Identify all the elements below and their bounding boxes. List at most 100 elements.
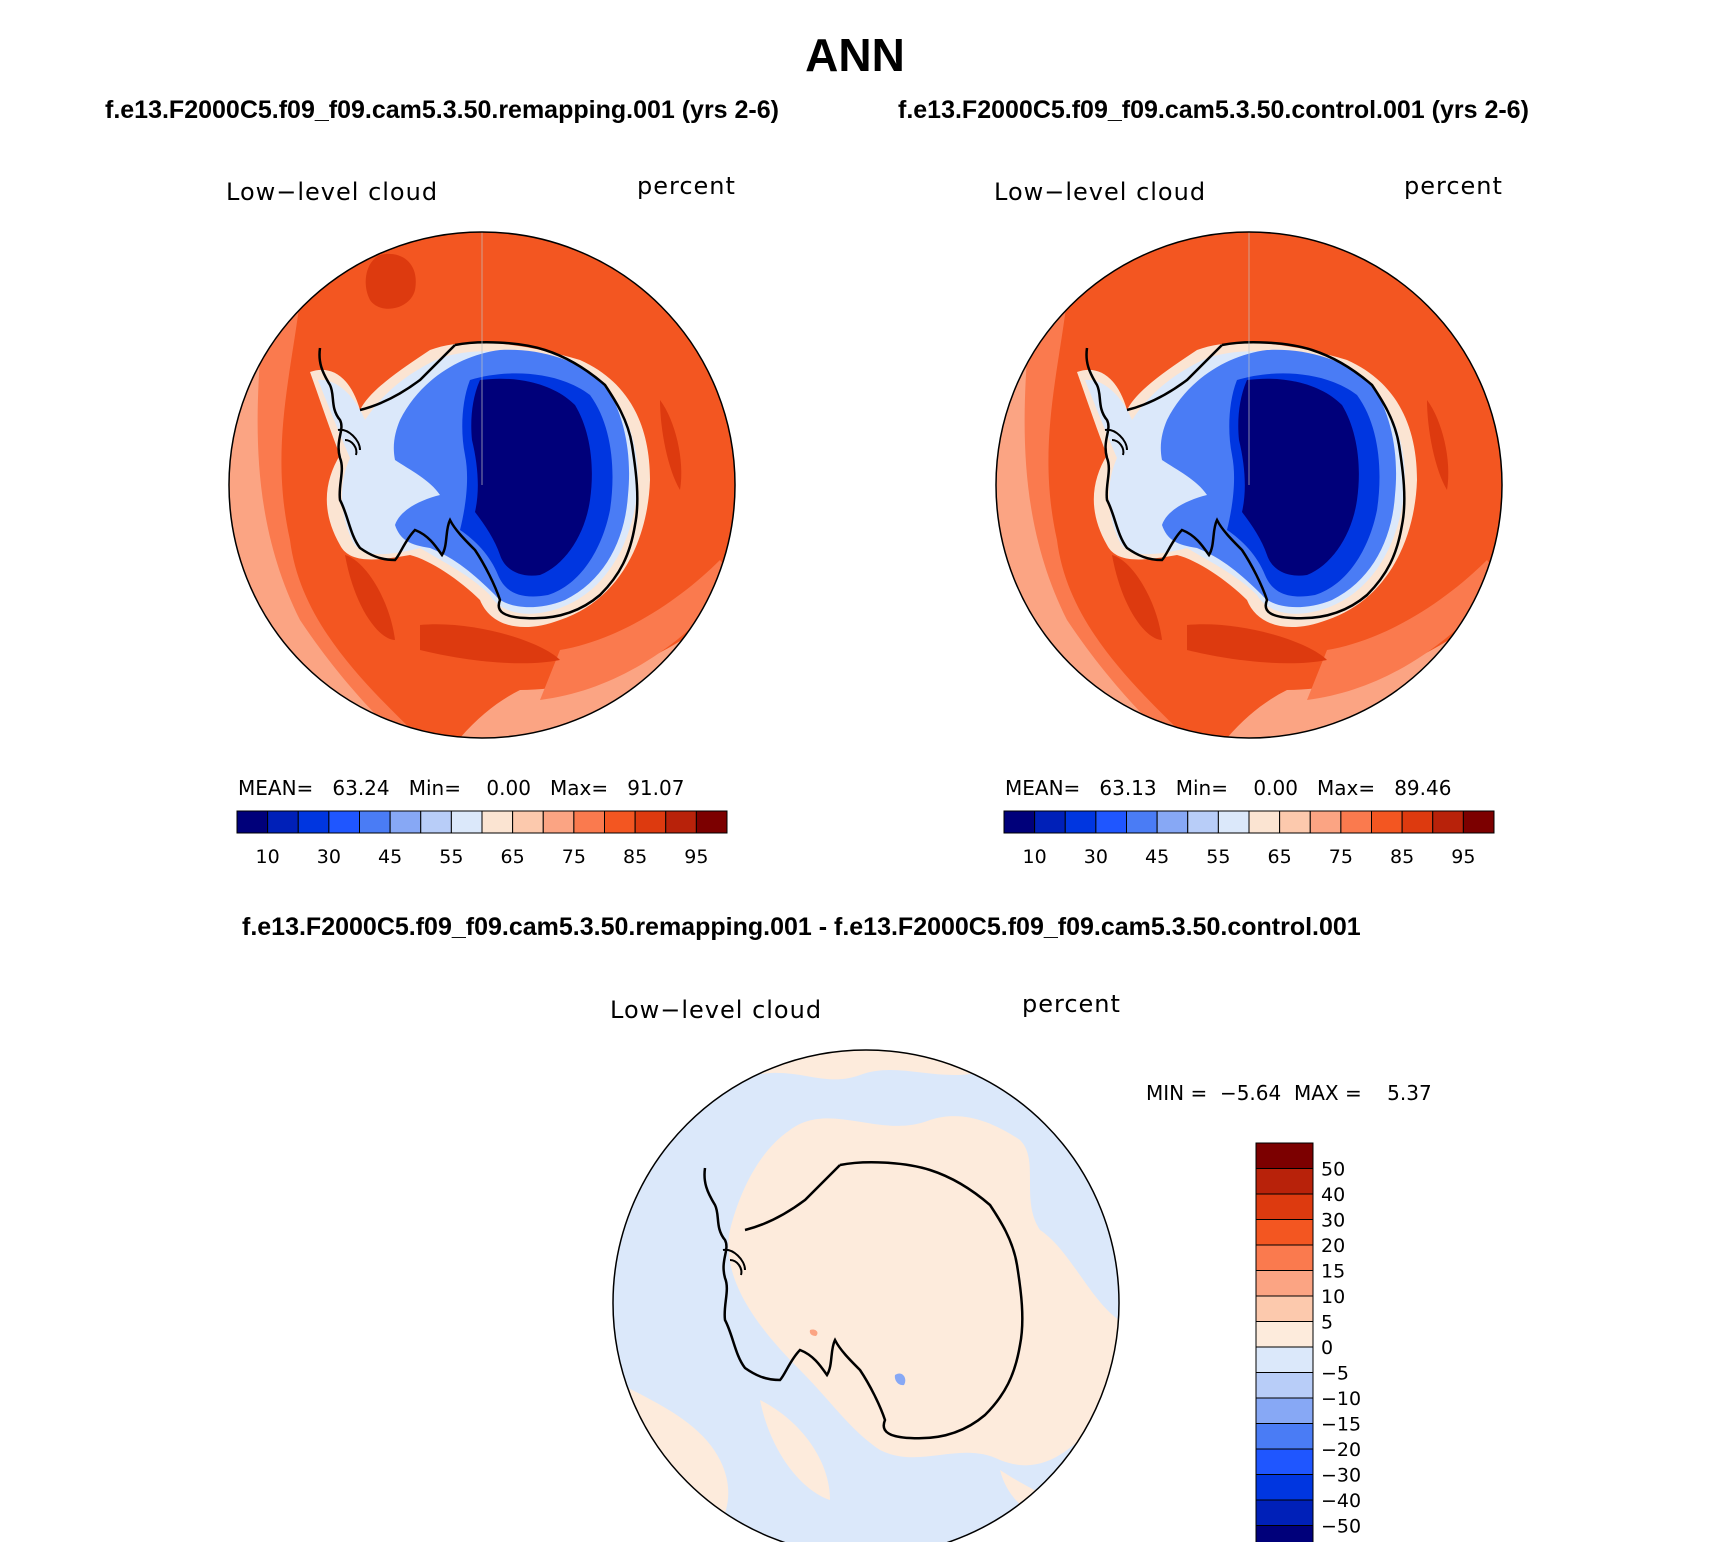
diff-colorbar-swatch [1255,1474,1314,1501]
test-colorbar-swatch [297,810,330,834]
test-map-field-patch [365,253,416,309]
test-colorbar-tick-label: 85 [623,846,647,868]
test-map-field-patch [345,555,395,640]
control-colorbar-swatch [1034,810,1066,834]
diff-colorbar-swatch [1255,1270,1314,1297]
control-colorbar-swatch [1126,810,1158,834]
diff-colorbar-swatch [1255,1244,1314,1271]
control-colorbar-swatch [1340,810,1372,834]
test-colorbar-tick-label: 45 [378,846,402,868]
diff-min-label: MIN = [1146,1081,1208,1105]
test-colorbar-swatch [236,810,269,834]
control-map-field-patch [1427,400,1449,490]
diff-colorbar-swatch [1255,1193,1314,1220]
control-colorbar-swatch [1064,810,1097,834]
control-case-title: f.e13.F2000C5.f09_f09.cam5.3.50.control.… [898,96,1529,124]
diff-colorbar-tick-label: 15 [1321,1261,1345,1283]
control-units-label: percent [1404,172,1503,200]
diff-colorbar-swatch [1255,1295,1314,1322]
control-colorbar-tick-label: 10 [1023,846,1047,868]
control-colorbar-tick-label: 75 [1329,846,1353,868]
control-map [995,231,1503,739]
diff-colorbar-tick-label: 50 [1321,1159,1345,1181]
diff-colorbar-tick-label: 5 [1321,1312,1333,1334]
diff-colorbar-tick-label: 10 [1321,1286,1345,1308]
diff-colorbar-swatch [1255,1423,1314,1450]
diff-variable-label: Low−level cloud [610,996,823,1024]
control-colorbar-tick-label: 85 [1390,846,1414,868]
diff-stats: MIN = −5.64 MAX = 5.37 [1146,1081,1432,1105]
test-colorbar-tick-label: 65 [501,846,525,868]
test-colorbar-swatch [359,810,391,834]
control-max-label: Max= [1317,776,1376,800]
control-colorbar-swatch [1003,810,1036,834]
diff-colorbar-swatch [1255,1397,1314,1424]
diff-colorbar-swatch [1255,1142,1314,1169]
test-map-coastline [318,341,639,620]
diff-colorbar-tick-label: −40 [1321,1490,1361,1512]
control-colorbar-tick-label: 65 [1268,846,1292,868]
diff-units-label: percent [1022,990,1121,1018]
diff-colorbar-tick-label: −10 [1321,1388,1361,1410]
test-colorbar-swatch [328,810,360,834]
control-colorbar-swatch [1248,810,1281,834]
diff-max-label: MAX = [1293,1081,1362,1105]
diff-map-field-patch [894,1373,906,1386]
control-variable-label: Low−level cloud [994,178,1207,206]
control-stats: MEAN= 63.13 Min= 0.00 Max= 89.46 [1005,776,1451,800]
diff-colorbar-tick-label: 0 [1321,1337,1333,1359]
control-min-value: 0.00 [1253,776,1298,800]
test-min-value: 0.00 [486,776,531,800]
diff-colorbar-tick-label: −50 [1321,1516,1361,1538]
test-mean-label: MEAN= [238,776,314,800]
control-map-field-interior [1238,378,1359,576]
diff-colorbar-swatch [1255,1219,1314,1246]
diff-colorbar-swatch [1255,1321,1314,1348]
control-map-field-patch [1112,555,1162,640]
diff-colorbar-swatch [1255,1525,1314,1542]
control-colorbar-swatch [1401,810,1434,834]
test-colorbar-swatch [512,810,544,834]
diff-max-value: 5.37 [1387,1081,1432,1105]
test-colorbar-swatch [604,810,636,834]
test-colorbar-tick-label: 10 [256,846,280,868]
diff-colorbar-swatch [1255,1448,1314,1475]
test-units-label: percent [637,172,736,200]
diff-colorbar-swatch [1255,1346,1314,1373]
test-colorbar-swatch [481,810,514,834]
test-map-border [228,231,736,739]
control-colorbar-swatch [1432,810,1464,834]
control-map-border [995,231,1503,739]
diff-colorbar-tick-label: −20 [1321,1439,1361,1461]
test-map-field-patch [660,400,682,490]
test-max-value: 91.07 [627,776,685,800]
test-colorbar-swatch [573,810,605,834]
diff-colorbar-swatch [1255,1372,1314,1399]
diff-colorbar-tick-label: 30 [1321,1210,1345,1232]
control-colorbar-swatch [1217,810,1250,834]
test-colorbar-tick-label: 30 [317,846,341,868]
control-map-coastline [1085,341,1406,620]
test-map-field-south-band [540,560,735,700]
test-colorbar-swatch [389,810,422,834]
diff-map-field-negative [613,1070,1119,1542]
diff-map-coastline [722,1248,746,1276]
control-mean-value: 63.13 [1099,776,1157,800]
test-variable-label: Low−level cloud [226,178,439,206]
test-colorbar-swatch [420,810,452,834]
control-colorbar-swatch [1309,810,1342,834]
control-colorbar-tick-label: 30 [1084,846,1108,868]
diff-min-value: −5.64 [1219,1081,1282,1105]
test-case-title: f.e13.F2000C5.f09_f09.cam5.3.50.remappin… [105,96,779,124]
control-colorbar-tick-label: 95 [1451,846,1475,868]
diff-map-field-patch [809,1329,818,1336]
test-colorbar-swatch [267,810,299,834]
test-colorbar-swatch [542,810,575,834]
diff-colorbar-tick-label: −30 [1321,1465,1361,1487]
control-colorbar-swatch [1156,810,1189,834]
test-colorbar-swatch [450,810,483,834]
control-colorbar: 10 30 45 55 65 75 85 95 [1003,810,1495,868]
diff-map-field-positive [820,1176,910,1209]
